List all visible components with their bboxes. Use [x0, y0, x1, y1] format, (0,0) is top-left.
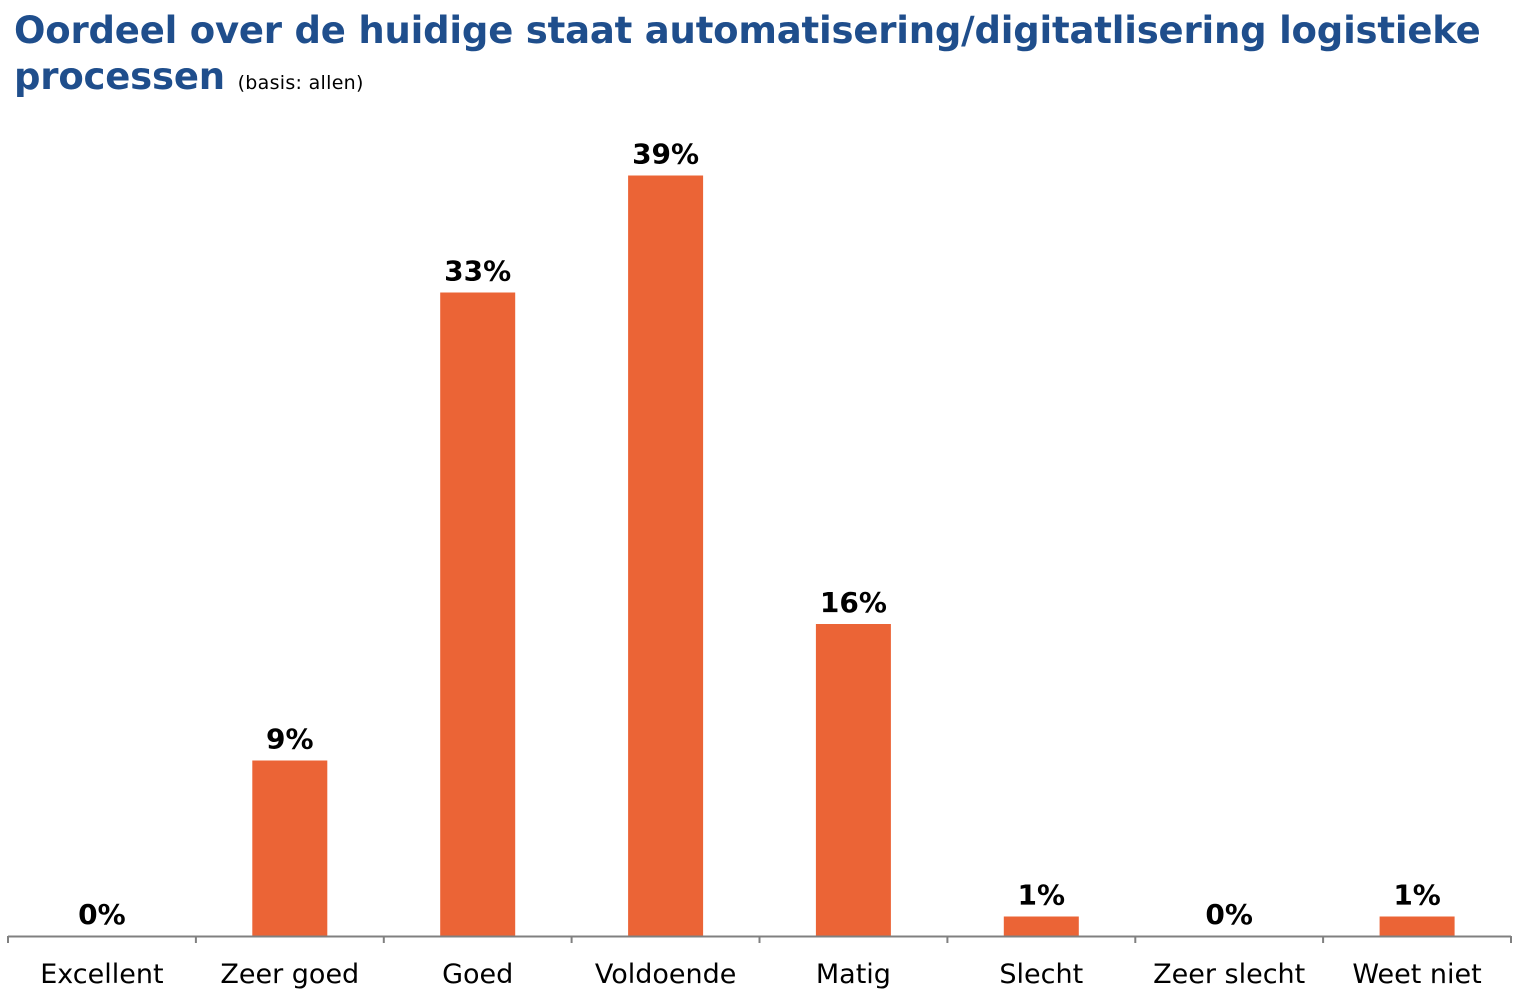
bar-weet-niet: [1379, 916, 1455, 936]
data-label: 0%: [1205, 898, 1253, 931]
bar-voldoende: [628, 175, 704, 936]
data-label: 1%: [1393, 879, 1441, 912]
bars-group: [252, 175, 1455, 936]
category-label: Goed: [442, 959, 513, 990]
chart-title: Oordeel over de huidige staat automatise…: [14, 9, 1481, 98]
category-labels-group: Excellent Zeer goed Goed Voldoende Matig Slec…: [40, 959, 1482, 990]
bar-goed: [440, 292, 516, 936]
bar-slecht: [1003, 916, 1079, 936]
data-label: 1%: [1018, 879, 1066, 912]
data-label: 33%: [444, 255, 511, 288]
bar-zeer-goed: [252, 760, 328, 936]
category-label: Slecht: [999, 959, 1083, 990]
category-label: Matig: [816, 959, 891, 990]
data-label: 16%: [820, 586, 887, 619]
chart-subtitle: (basis: allen): [237, 72, 364, 94]
category-label: Zeer goed: [220, 959, 359, 990]
data-labels-group: 0% 9% 33% 39% 16% 1% 0% 1%: [78, 138, 1441, 932]
category-label: Voldoende: [595, 959, 737, 990]
x-axis: [7, 935, 1512, 943]
chart-title-block: Oordeel over de huidige staat automatise…: [14, 8, 1524, 106]
bar-matig: [815, 624, 891, 936]
category-label: Zeer slecht: [1153, 959, 1305, 990]
data-label: 39%: [632, 138, 699, 171]
category-label: Weet niet: [1352, 959, 1481, 990]
data-label: 0%: [78, 898, 126, 931]
data-label: 9%: [266, 723, 314, 756]
category-label: Excellent: [40, 959, 163, 990]
